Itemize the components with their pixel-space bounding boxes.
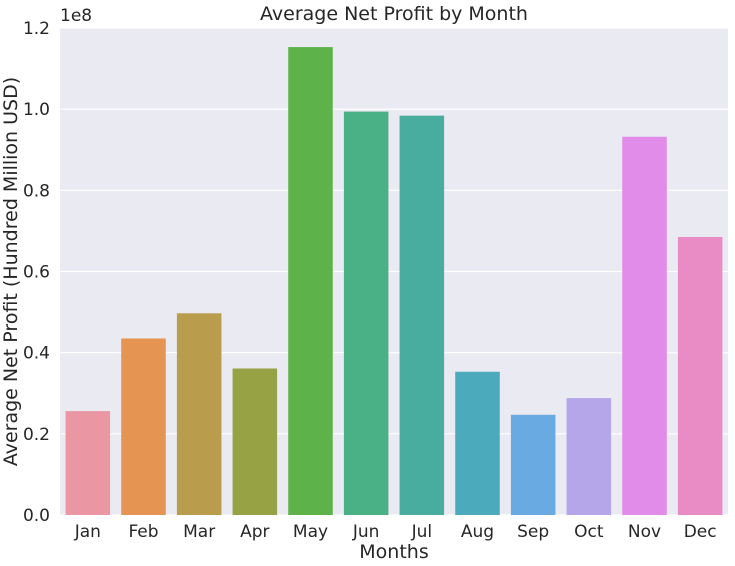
bar-jan [65, 411, 111, 515]
bar-aug [455, 371, 500, 515]
y-axis-ticks: 0.0 0.2 0.4 0.6 0.8 1.0 1.2 [23, 19, 50, 526]
bar-dec [677, 237, 723, 516]
y-tick-label: 0.4 [23, 344, 50, 364]
y-tick-label: 0.0 [23, 506, 50, 526]
bars [65, 47, 723, 516]
chart-title: Average Net Profit by Month [260, 3, 528, 25]
bar-feb [121, 338, 166, 515]
x-tick-label-sep: Sep [517, 522, 549, 542]
x-tick-label-nov: Nov [628, 522, 661, 542]
y-tick-label: 1.2 [23, 19, 50, 39]
y-tick-label: 0.2 [23, 425, 50, 445]
x-tick-label-feb: Feb [128, 522, 158, 542]
bar-may [288, 47, 333, 516]
bar-mar [176, 313, 222, 515]
bar-jun [343, 111, 389, 515]
y-tick-label: 0.8 [23, 181, 50, 201]
bar-jul [399, 115, 445, 515]
y-tick-label: 0.6 [23, 263, 50, 283]
y-axis-label: Average Net Profit (Hundred Million USD) [0, 77, 22, 466]
x-tick-label-jun: Jun [352, 522, 380, 542]
x-tick-label-apr: Apr [240, 522, 269, 542]
bar-nov [622, 136, 667, 515]
y-tick-label: 1.0 [23, 100, 50, 120]
x-tick-label-dec: Dec [684, 522, 717, 542]
bar-sep [510, 414, 556, 515]
x-tick-label-jul: Jul [411, 522, 433, 542]
x-axis-ticks: Jan Feb Mar Apr May Jun Jul Aug Sep Oct Nov Dec [74, 522, 717, 542]
gridlines [60, 27, 728, 516]
x-tick-label-oct: Oct [574, 522, 604, 542]
bar-oct [566, 398, 612, 515]
x-tick-label-aug: Aug [461, 522, 494, 542]
x-tick-label-may: May [293, 522, 328, 542]
x-axis-label: Months [359, 541, 428, 563]
x-tick-label-jan: Jan [74, 522, 101, 542]
bar-apr [232, 368, 278, 515]
x-tick-label-mar: Mar [183, 522, 215, 542]
y-axis-offset-label: 1e8 [60, 6, 92, 26]
